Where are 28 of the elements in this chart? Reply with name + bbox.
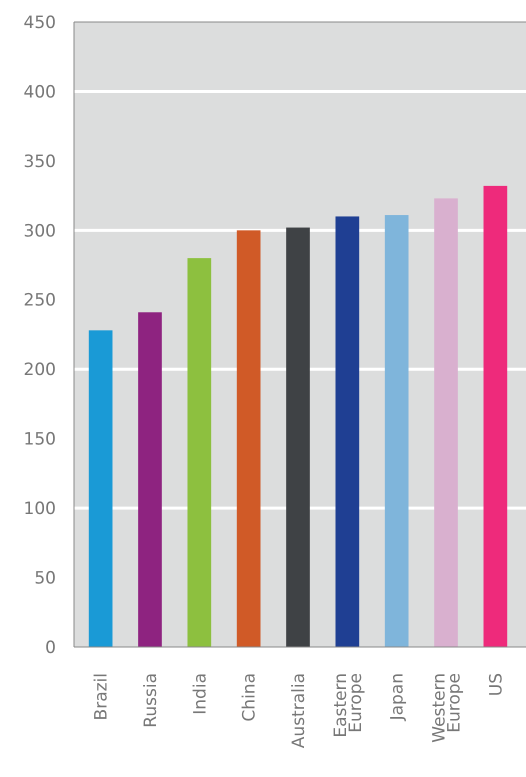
y-tick-label: 150: [24, 430, 56, 450]
x-tick-label: US: [486, 673, 506, 696]
x-tick-label: Australia: [288, 673, 309, 748]
bar: [434, 198, 458, 647]
bar: [138, 312, 162, 647]
x-tick-label: Western Europe: [429, 673, 464, 743]
x-tick-label: Brazil: [92, 673, 112, 720]
y-tick-label: 0: [45, 638, 56, 658]
bar: [286, 228, 310, 647]
bar: [484, 186, 508, 647]
x-tick-label: Eastern Europe: [330, 673, 366, 738]
bar: [384, 215, 409, 647]
x-tick-label: Russia: [140, 673, 161, 728]
y-tick-label: 200: [24, 360, 56, 380]
x-tick-label: India: [190, 673, 210, 715]
bar: [187, 258, 212, 647]
y-tick-label: 450: [24, 12, 56, 33]
bar: [236, 230, 260, 647]
y-tick-label: 100: [24, 499, 56, 520]
y-tick-label: 50: [34, 568, 56, 589]
x-tick-label: Japan: [388, 673, 408, 722]
y-tick-label: 400: [24, 82, 56, 102]
y-tick-label: 350: [24, 152, 56, 172]
x-tick-label: China: [240, 673, 260, 722]
bar: [336, 216, 360, 647]
bar: [88, 330, 112, 647]
y-tick-label: 300: [24, 221, 56, 242]
y-tick-label: 250: [24, 290, 56, 311]
